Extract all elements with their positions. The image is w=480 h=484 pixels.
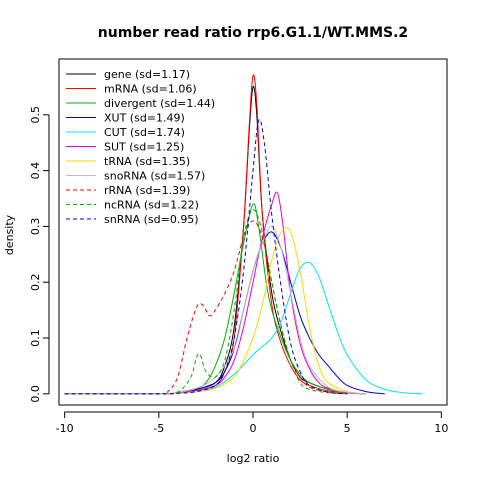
legend-label-4: CUT (sd=1.74) <box>104 126 185 139</box>
y-axis-label: density <box>3 214 16 255</box>
chart-title: number read ratio rrp6.G1.1/WT.MMS.2 <box>98 25 408 41</box>
y-tick-label-3: 0.3 <box>29 218 42 236</box>
x-tick-label-1: -5 <box>153 422 164 435</box>
series-line-7 <box>64 225 367 395</box>
series-line-3 <box>64 231 385 395</box>
y-tick-label-4: 0.4 <box>29 162 42 180</box>
legend-label-8: rRNA (sd=1.39) <box>104 184 190 197</box>
series-line-10 <box>64 118 348 395</box>
x-tick-label-2: 0 <box>250 422 257 435</box>
y-tick-label-0: 0.0 <box>29 385 42 403</box>
legend-label-7: snoRNA (sd=1.57) <box>104 170 205 183</box>
x-tick-label-4: 10 <box>434 422 448 435</box>
legend-label-6: tRNA (sd=1.35) <box>104 155 190 168</box>
legend-label-2: divergent (sd=1.44) <box>104 97 215 110</box>
y-tick-label-1: 0.1 <box>29 329 42 347</box>
series-line-8 <box>64 220 348 395</box>
legend-label-10: snRNA (sd=0.95) <box>104 213 199 226</box>
series-layer <box>64 74 423 395</box>
y-tick-label-5: 0.5 <box>29 106 42 124</box>
legend-label-3: XUT (sd=1.49) <box>104 112 185 125</box>
axes-layer: -10 -5 0 5 10 0.0 0.1 0.2 0.3 0.4 0.5 <box>29 106 448 435</box>
legend-label-9: ncRNA (sd=1.22) <box>104 199 199 212</box>
x-axis-label: log2 ratio <box>227 452 280 465</box>
x-tick-label-3: 5 <box>344 422 351 435</box>
series-line-9 <box>64 209 348 395</box>
legend-label-5: SUT (sd=1.25) <box>104 141 184 154</box>
legend-label-1: mRNA (sd=1.06) <box>104 83 197 96</box>
series-line-5 <box>64 191 367 395</box>
legend: gene (sd=1.17) mRNA (sd=1.06)divergent (s… <box>66 68 215 226</box>
x-tick-label-0: -10 <box>56 422 74 435</box>
y-tick-label-2: 0.2 <box>29 273 42 291</box>
plot-frame <box>58 58 448 406</box>
legend-label-0: gene (sd=1.17) <box>104 68 190 81</box>
